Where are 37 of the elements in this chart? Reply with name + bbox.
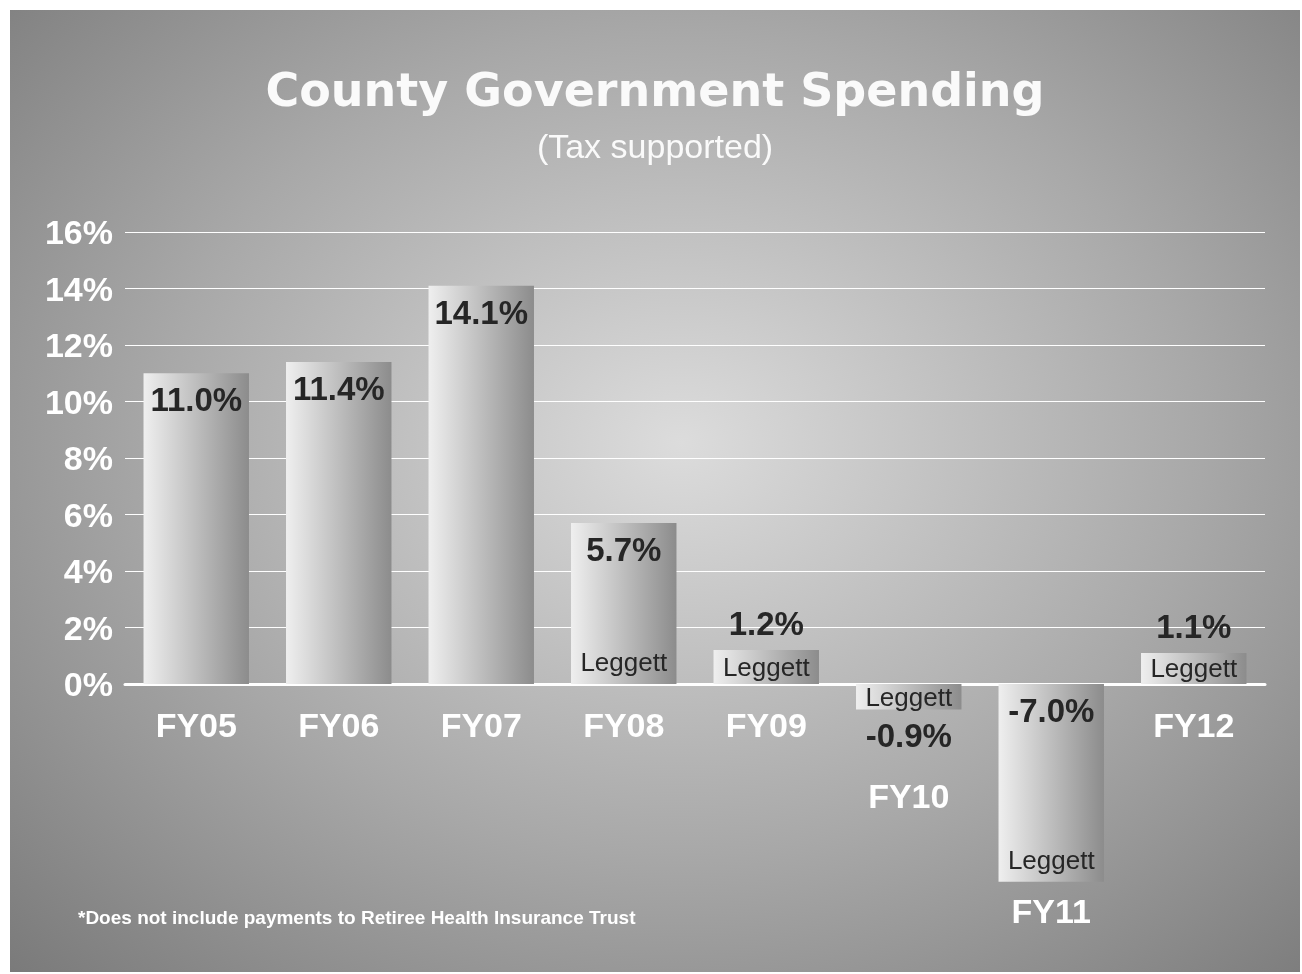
y-tick-label: 2% [63, 608, 113, 647]
chart-title: County Government Spending [265, 63, 1045, 117]
y-tick-label: 10% [44, 382, 113, 421]
bar [998, 684, 1104, 882]
data-label: -0.9% [865, 717, 952, 755]
annotation: Leggett [865, 681, 953, 712]
x-tick-label: FY10 [868, 777, 950, 816]
x-tick-label: FY11 [1011, 891, 1091, 930]
data-label: -7.0% [1008, 692, 1095, 729]
data-label: 5.7% [586, 530, 662, 568]
bar [571, 522, 677, 684]
x-tick-label: FY09 [725, 706, 807, 744]
text: *Does not include payments to Retiree Health Insurance Trust [78, 907, 637, 928]
y-tick-label: 8% [63, 439, 113, 477]
x-tick-label: FY05 [155, 706, 237, 744]
annotation: Leggett [580, 647, 668, 677]
data-label: 14.1% [434, 293, 529, 331]
data-label: 1.2% [728, 605, 804, 643]
data-label: 11.4% [292, 369, 385, 407]
x-tick-label: FY12 [1153, 706, 1235, 744]
annotation: Leggett [722, 652, 811, 683]
chart-subtitle: (Tax supported) [536, 127, 774, 165]
x-tick-label: FY07 [440, 706, 522, 744]
data-label: 11.0% [150, 381, 243, 419]
x-tick-label: FY08 [583, 706, 665, 744]
bar [286, 361, 392, 684]
bar [428, 285, 534, 684]
bar [143, 373, 249, 684]
y-tick-label: 6% [63, 495, 113, 534]
annotation: Leggett [1007, 844, 1096, 875]
x-tick-label: FY06 [298, 706, 380, 744]
y-tick-label: 4% [63, 552, 113, 590]
annotation: Leggett [1150, 653, 1238, 684]
y-tick-label: 12% [44, 326, 113, 364]
y-tick-label: 0% [63, 665, 113, 703]
y-tick-label: 16% [44, 213, 113, 251]
y-tick-label: 14% [44, 269, 113, 308]
